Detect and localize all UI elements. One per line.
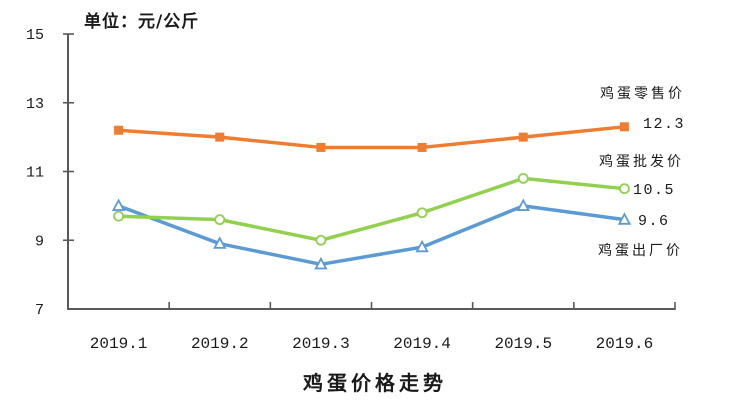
x-axis-tick-label: 2019.1 <box>90 335 148 353</box>
marker-triangle <box>516 198 530 211</box>
marker-square <box>417 142 427 152</box>
marker-circle <box>416 207 428 219</box>
x-axis-tick-label: 2019.3 <box>292 335 350 353</box>
chart-title: 鸡蛋价格走势 <box>303 371 447 395</box>
series-line-circle <box>116 176 627 242</box>
y-axis-tick-label: 13 <box>26 96 44 113</box>
marker-triangle <box>617 212 632 225</box>
x-axis-tick-label: 2019.6 <box>596 335 654 353</box>
series-label-wholesale: 鸡蛋批发价 <box>599 154 684 170</box>
marker-triangle <box>314 256 328 270</box>
marker-square <box>619 122 629 132</box>
unit-label: 单位：元/公斤 <box>84 12 200 32</box>
x-axis-tick-label: 2019.2 <box>191 335 249 353</box>
y-axis-tick-label: 15 <box>26 27 44 44</box>
series-label-retail: 鸡蛋零售价 <box>600 86 685 102</box>
x-axis-tick-label: 2019.5 <box>494 335 552 353</box>
marker-square <box>215 132 225 142</box>
marker-circle <box>315 234 327 246</box>
marker-square <box>316 142 326 152</box>
marker-circle <box>214 214 226 226</box>
series-line-triangle <box>116 204 627 267</box>
marker-square <box>518 132 528 142</box>
y-axis-tick-label: 7 <box>35 302 44 319</box>
marker-triangle <box>415 239 429 253</box>
end-value-factory: 9.6 <box>638 213 670 230</box>
y-axis-tick-label: 11 <box>26 165 44 182</box>
x-axis-tick-label: 2019.4 <box>393 335 451 353</box>
series-line-square <box>116 125 627 150</box>
axes-lines <box>67 34 675 310</box>
marker-triangle <box>213 236 227 249</box>
marker-circle <box>113 210 124 222</box>
end-value-wholesale: 10.5 <box>633 182 676 199</box>
marker-circle <box>517 172 529 184</box>
y-axis-tick-label: 9 <box>35 233 44 250</box>
series-label-factory: 鸡蛋出厂价 <box>598 243 683 259</box>
end-value-retail: 12.3 <box>643 116 686 133</box>
marker-triangle <box>111 198 126 211</box>
marker-square <box>114 125 124 135</box>
marker-circle <box>619 183 630 195</box>
